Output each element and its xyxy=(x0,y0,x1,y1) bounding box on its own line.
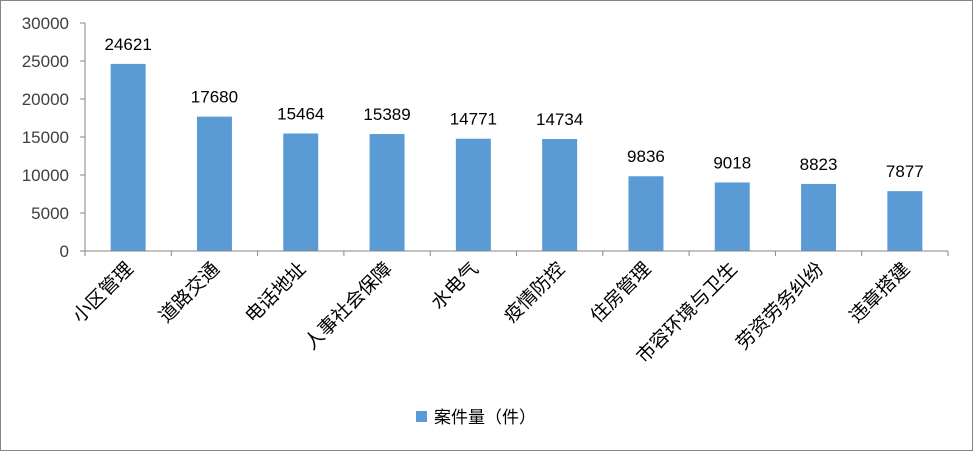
y-tick-label: 30000 xyxy=(22,14,69,33)
y-tick-label: 5000 xyxy=(31,204,69,223)
category-label: 小区管理 xyxy=(68,258,137,327)
category-label: 电话地址 xyxy=(241,258,310,327)
bars-group xyxy=(110,63,923,252)
data-label: 14771 xyxy=(450,110,497,129)
bar xyxy=(628,176,664,251)
legend: 案件量（件） xyxy=(416,408,536,428)
data-label: 7877 xyxy=(886,162,924,181)
y-tick-label: 20000 xyxy=(22,90,69,109)
y-axis: 0 5000 10000 15000 20000 25000 30000 xyxy=(22,14,86,261)
category-label: 水电气 xyxy=(427,258,483,314)
data-label: 15464 xyxy=(277,104,324,123)
data-label: 17680 xyxy=(191,88,238,107)
category-label: 劳资劳务纠纷 xyxy=(732,258,828,354)
legend-label: 案件量（件） xyxy=(434,408,536,428)
bar xyxy=(542,139,578,251)
data-label: 9018 xyxy=(713,153,751,172)
data-labels-group: 24621 17680 15464 15389 14771 14734 9836 9018 88… xyxy=(105,35,924,181)
bar xyxy=(283,133,319,251)
y-tick-label: 15000 xyxy=(22,128,69,147)
y-tick-label: 0 xyxy=(60,242,69,261)
bar xyxy=(714,182,750,251)
category-label: 人事社会保障 xyxy=(300,258,396,354)
data-label: 24621 xyxy=(105,35,152,54)
y-tick-label: 25000 xyxy=(22,52,69,71)
data-label: 15389 xyxy=(363,105,410,124)
bar xyxy=(887,191,923,251)
category-label: 疫情防控 xyxy=(500,258,569,327)
y-tick-label: 10000 xyxy=(22,166,69,185)
bar xyxy=(196,116,232,252)
bar xyxy=(455,138,491,251)
data-label: 14734 xyxy=(536,110,583,129)
bar xyxy=(369,134,405,251)
category-label: 住房管理 xyxy=(586,258,655,327)
data-label: 9836 xyxy=(627,147,665,166)
category-label: 道路交通 xyxy=(155,258,224,327)
data-label: 8823 xyxy=(800,155,838,174)
bar xyxy=(110,63,146,251)
bar xyxy=(801,183,837,251)
category-label: 违章搭建 xyxy=(845,258,914,327)
legend-swatch xyxy=(416,411,427,422)
